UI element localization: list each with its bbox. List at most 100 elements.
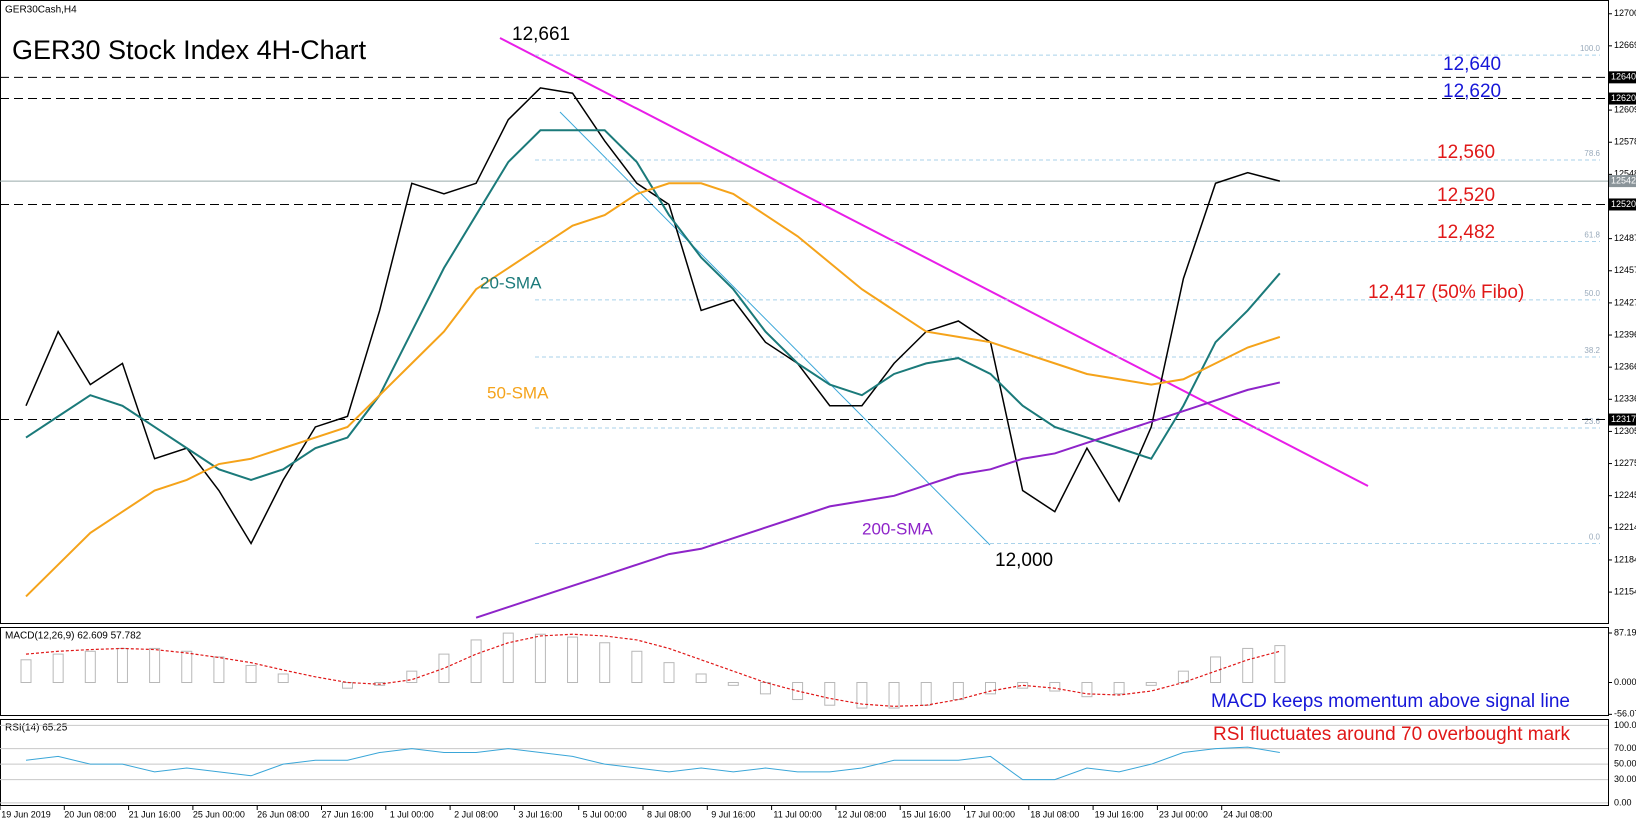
y-tick-label: 12366.43 (1614, 362, 1636, 372)
macd-bar (599, 642, 611, 684)
macd-bar (792, 682, 804, 701)
current-label: 12542.05 (1611, 175, 1636, 185)
annotation: 12,482 (1437, 222, 1495, 243)
rsi-line (25, 746, 1280, 781)
macd-panel (0, 627, 1609, 716)
y-tick-label: 12487.75 (1614, 233, 1636, 243)
macd-bar (84, 650, 96, 684)
x-tick-label: 5 Jul 00:00 (583, 809, 627, 819)
macd-bar (1274, 645, 1286, 684)
macd-bar (534, 633, 546, 684)
rsi-tick-label: 100.00 (1614, 720, 1636, 730)
macd-bar (213, 656, 225, 684)
macd-bar (856, 682, 868, 709)
y-tick-label: 12669.73 (1614, 40, 1636, 50)
main-panel (0, 0, 1609, 624)
annotation: 12,620 (1443, 81, 1501, 102)
x-tick-label: 18 Jul 08:00 (1030, 809, 1079, 819)
y-tick-label: 12275.44 (1614, 458, 1636, 468)
macd-bar (181, 650, 193, 684)
macd-tick-label: -56.072 (1614, 709, 1636, 719)
x-tick-label: 15 Jul 16:00 (902, 809, 951, 819)
x-tick-label: 26 Jun 08:00 (257, 809, 309, 819)
series-line (25, 129, 1281, 481)
y-tick-label: 12336.10 (1614, 394, 1636, 404)
rsi-note: RSI fluctuates around 70 overbought mark (1213, 724, 1570, 745)
x-tick-label: 11 Jul 00:00 (773, 809, 821, 819)
y-tick-label: 12609.07 (1614, 104, 1636, 114)
macd-bar (470, 639, 482, 684)
macd-bar (406, 670, 418, 684)
macd-bar (1242, 647, 1254, 684)
y-tick-label: 12245.11 (1614, 490, 1636, 500)
rsi-panel (0, 719, 1609, 806)
y-tick-label: 12305.77 (1614, 426, 1636, 436)
annotation: 12,560 (1437, 142, 1495, 163)
macd-bar (1145, 682, 1157, 686)
level-tag (1609, 198, 1636, 211)
macd-bar (888, 682, 900, 709)
x-tick-label: 24 Jul 08:00 (1223, 809, 1272, 819)
x-tick-label: 8 Jul 08:00 (647, 809, 691, 819)
x-tick-label: 2 Jul 08:00 (454, 809, 498, 819)
x-tick-label: 23 Jul 00:00 (1159, 809, 1208, 819)
macd-bar (920, 682, 932, 706)
y-tick-label: 12214.78 (1614, 522, 1636, 532)
fibo-label: 61.8 (1584, 231, 1600, 240)
x-tick-label: 1 Jul 00:00 (390, 809, 434, 819)
series-line (25, 87, 1281, 546)
x-tick-label: 12 Jul 08:00 (837, 809, 886, 819)
source: GER30Cash,H4 (5, 5, 77, 16)
y-tick-label: 12154.12 (1614, 586, 1636, 596)
macd-bar (952, 682, 964, 701)
macd-tick-label: 87.196 (1614, 627, 1636, 637)
macd-bar (1017, 682, 1029, 689)
trendline (499, 37, 1369, 487)
chart-title: GER30 Stock Index 4H-Chart (12, 35, 367, 65)
x-tick-label: 9 Jul 16:00 (711, 809, 755, 819)
y-tick-label: 12396.76 (1614, 329, 1636, 339)
y-tick-label: 12700.00 (1614, 8, 1636, 18)
level-tag (1609, 92, 1636, 105)
macd-bar (1049, 682, 1061, 692)
level-label: 12620.00 (1611, 93, 1636, 103)
x-tick-label: 21 Jun 16:00 (129, 809, 181, 819)
annotation: 12,000 (995, 550, 1053, 571)
fibo-line (559, 111, 991, 546)
macd-bar (1081, 682, 1093, 698)
level-tag (1609, 71, 1636, 84)
annotation: 12,520 (1437, 185, 1495, 206)
macd-bar (149, 647, 161, 684)
series-line (475, 381, 1281, 619)
series-line (25, 182, 1281, 598)
annotation: 12,417 (50% Fibo) (1368, 282, 1524, 303)
rsi-label: RSI(14) 65.25 (5, 723, 68, 734)
macd-bar (631, 650, 643, 684)
fibo-label: 38.2 (1584, 346, 1600, 355)
series-name: 20-SMA (480, 273, 542, 292)
y-tick-label: 12457.42 (1614, 265, 1636, 275)
rsi-tick-label: 50.00 (1614, 759, 1636, 769)
x-tick-label: 25 Jun 00:00 (193, 809, 245, 819)
macd-bar (985, 682, 996, 695)
macd-tick-label: 0.000 (1614, 677, 1636, 687)
x-tick-label: 27 Jun 16:00 (321, 809, 373, 819)
macd-bar (52, 653, 64, 684)
macd-bar (20, 659, 32, 684)
macd-bar (1113, 682, 1125, 695)
y-tick-label: 12578.74 (1614, 137, 1636, 147)
level-tag (1609, 413, 1636, 426)
macd-bar (342, 682, 353, 689)
macd-bar (245, 664, 257, 684)
x-tick-label: 20 Jun 08:00 (64, 809, 116, 819)
fibo-label: 100.0 (1580, 44, 1601, 53)
macd-bar (727, 682, 739, 686)
fibo-label: 78.6 (1584, 149, 1600, 158)
macd-bar (695, 673, 707, 684)
macd-bar (663, 662, 675, 684)
level-label: 12520.00 (1611, 199, 1636, 209)
x-tick-label: 3 Jul 16:00 (518, 809, 562, 819)
macd-bar (277, 673, 289, 684)
x-tick-label: 19 Jul 16:00 (1095, 809, 1144, 819)
